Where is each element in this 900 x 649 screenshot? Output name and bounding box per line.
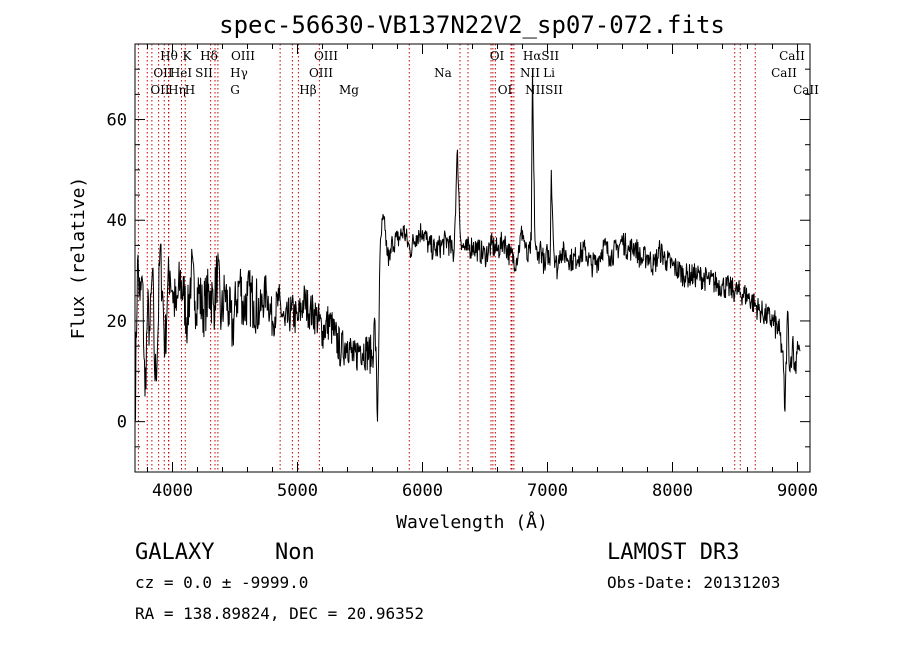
line-label: Hβ [299, 83, 316, 97]
coordinates-readout: RA = 138.89824, DEC = 20.96352 [135, 604, 424, 623]
line-label: NII [520, 66, 540, 80]
object-class: GALAXY [135, 540, 214, 565]
line-label: OII [150, 83, 170, 97]
line-label: OI [498, 83, 513, 97]
line-label: CaII [779, 49, 805, 63]
line-label: CaII [793, 83, 819, 97]
x-tick-label: 5000 [277, 481, 318, 501]
line-label: OIII [314, 49, 338, 63]
y-axis-label: Flux (relative) [68, 177, 89, 340]
line-label: Hγ [230, 66, 248, 80]
y-tick-label: 20 [107, 312, 127, 332]
line-label: G [230, 83, 240, 97]
line-label: Mg [339, 83, 359, 97]
line-label: SII [195, 66, 213, 80]
x-axis-label: Wavelength (Å) [396, 511, 548, 533]
line-label: OIII [231, 49, 255, 63]
redshift-readout: cz = 0.0 ± -9999.0 [135, 573, 308, 592]
x-tick-label: 9000 [777, 481, 818, 501]
spectrum-line [134, 69, 801, 422]
line-label: OIII [309, 66, 333, 80]
line-label: CaII [771, 66, 797, 80]
y-tick-label: 40 [107, 211, 127, 231]
x-tick-label: 7000 [527, 481, 568, 501]
x-tick-label: 8000 [652, 481, 693, 501]
y-axis-ticks: 0 20 40 60 [107, 68, 810, 473]
observation-date: Obs-Date: 20131203 [607, 573, 780, 592]
line-label: K [183, 49, 193, 63]
line-label: HαSII [523, 49, 560, 63]
line-label: H [185, 83, 195, 97]
line-label: Na [434, 66, 452, 80]
y-tick-label: 60 [107, 111, 127, 131]
plot-frame [134, 43, 811, 473]
line-label: Hθ [160, 49, 178, 63]
y-tick-label: 0 [117, 413, 127, 433]
line-label: Hη [168, 83, 186, 97]
object-subclass: Non [275, 540, 315, 565]
line-label: Hδ [200, 49, 218, 63]
x-tick-label: 4000 [152, 481, 193, 501]
line-label: OII [153, 66, 173, 80]
survey-name: LAMOST DR3 [607, 540, 739, 565]
chart-title: spec-56630-VB137N22V2_sp07-072.fits [219, 11, 725, 39]
line-label: NIISII [525, 83, 563, 97]
x-axis-ticks: 4000 5000 6000 7000 8000 9000 [147, 44, 818, 501]
line-label: HeI [170, 66, 193, 80]
x-tick-label: 6000 [402, 481, 443, 501]
line-label: Li [543, 66, 555, 80]
emission-line-markers [137, 44, 756, 472]
line-label: OI [490, 49, 505, 63]
